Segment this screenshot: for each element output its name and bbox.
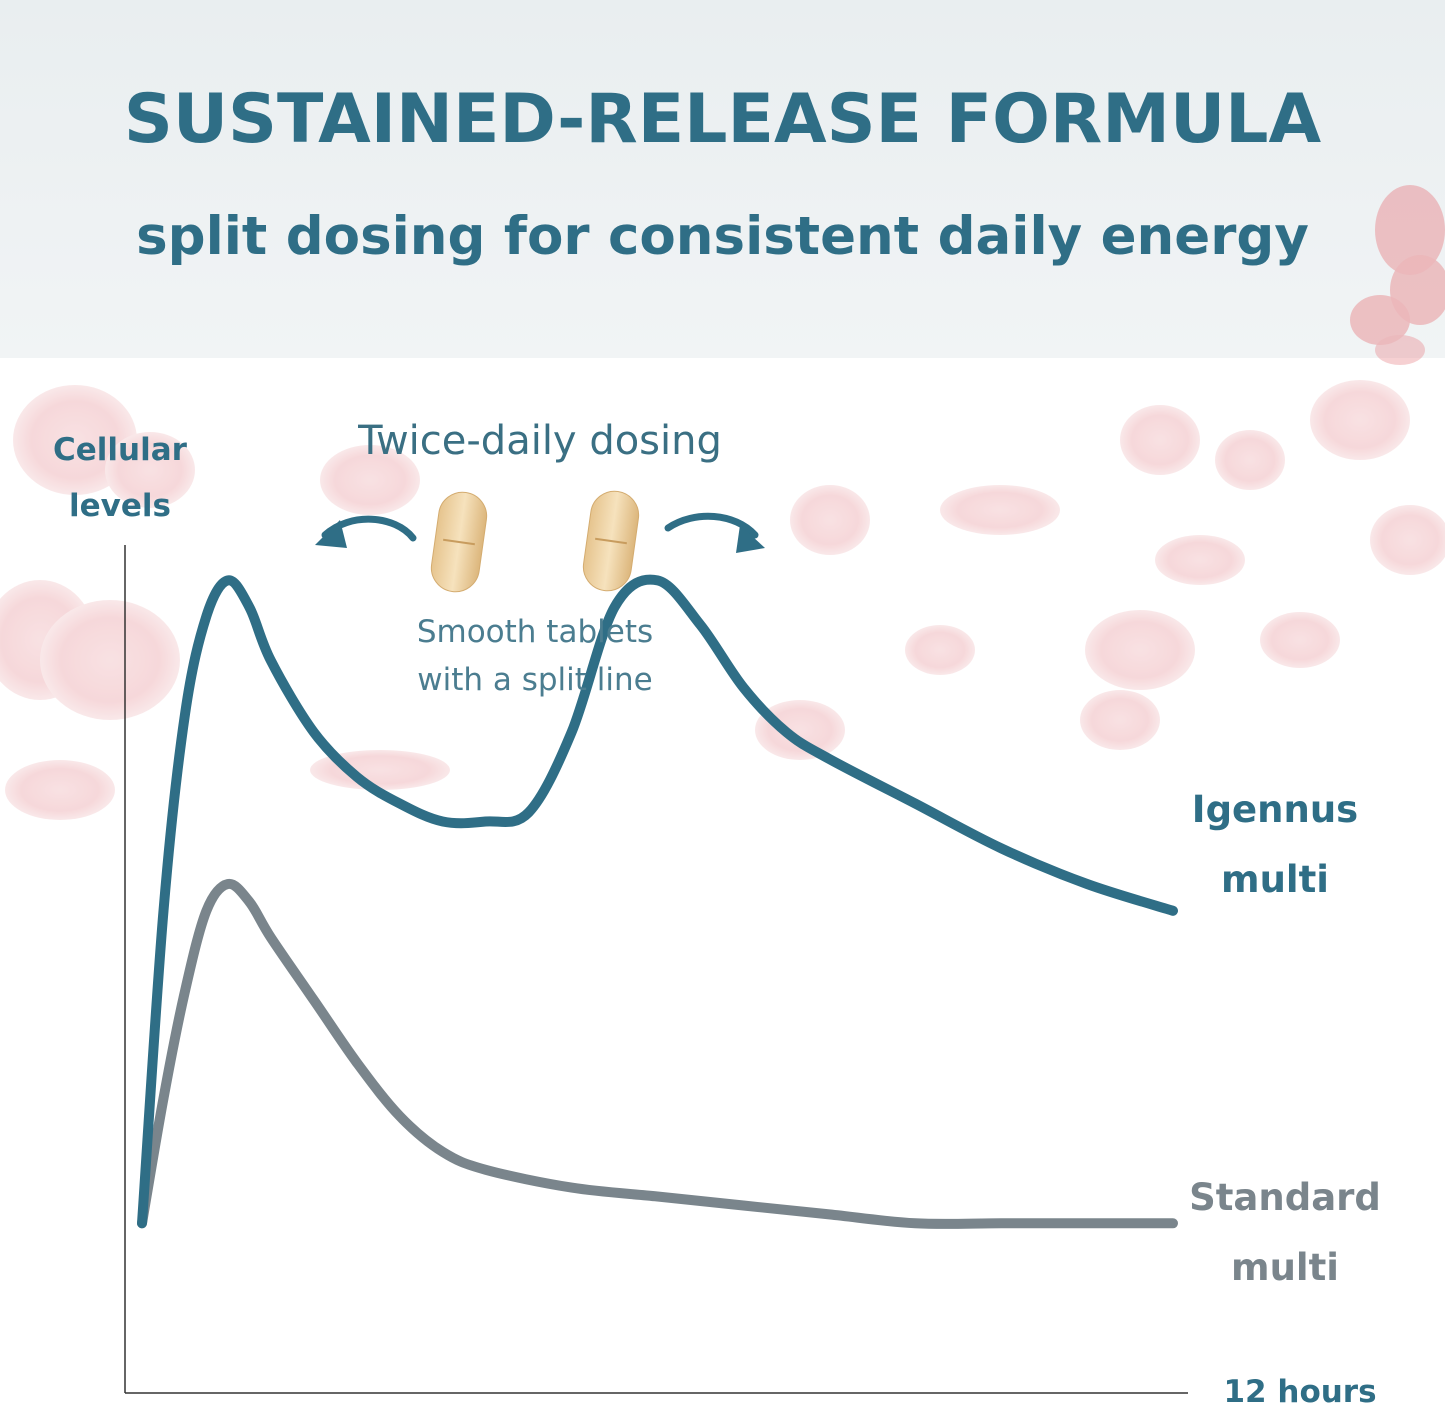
page-subtitle: split dosing for consistent daily energy: [136, 206, 1309, 267]
blood-cell-decoration: [0, 185, 1445, 820]
left-arrow-head: [315, 520, 347, 548]
legend-standard-multi: Standard multi: [1160, 1163, 1410, 1303]
right-arrow-icon: [664, 512, 759, 539]
y-axis-label-line-1: Cellular: [53, 432, 187, 468]
x-axis-label: 12 hours: [1223, 1374, 1377, 1410]
dosing-annotation: Twice-daily dosing: [358, 418, 722, 464]
series-layer: [137, 574, 1178, 1229]
tablets-annotation: Smooth tablets with a split line: [380, 608, 690, 704]
tablets-annotation-line-1: Smooth tablets: [416, 614, 654, 650]
right-arrow-head: [736, 525, 765, 553]
series-line-standard-multi: [137, 878, 1178, 1229]
legend-igennus-multi: Igennus multi: [1160, 775, 1390, 915]
series-label-line-2: multi: [1231, 1246, 1339, 1289]
series-label-line-2: multi: [1221, 858, 1329, 901]
pill-icon: [430, 491, 488, 593]
page-title: SUSTAINED-RELEASE FORMULA: [123, 80, 1322, 159]
pill-icon: [582, 490, 640, 592]
series-line-igennus-multi: [137, 574, 1178, 1229]
tablets-annotation-line-2: with a split line: [417, 662, 653, 698]
header-band: [0, 0, 1445, 358]
y-axis-label-line-2: levels: [69, 488, 171, 524]
series-label-line-1: Igennus: [1191, 788, 1359, 831]
y-axis-label: Cellular levels: [30, 422, 210, 534]
series-label-line-1: Standard: [1189, 1176, 1381, 1219]
